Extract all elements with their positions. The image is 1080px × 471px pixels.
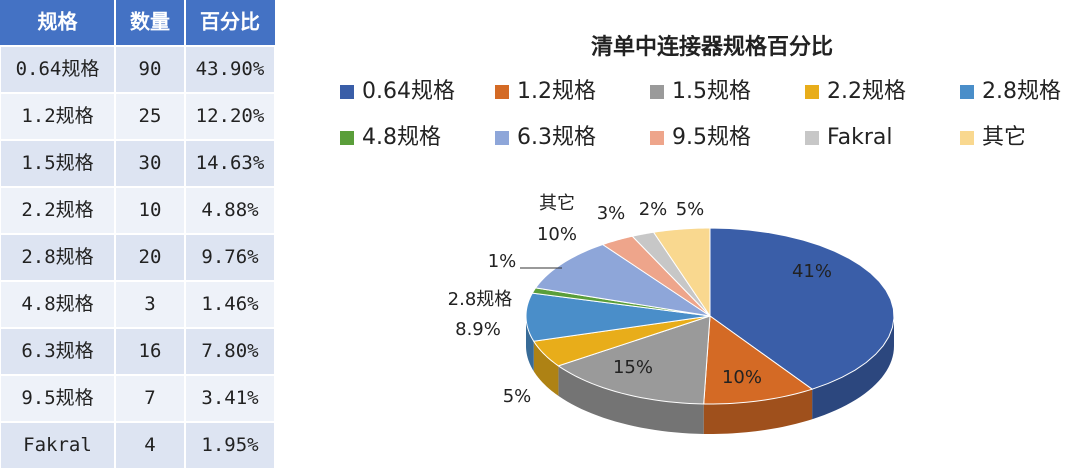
legend-swatch xyxy=(650,85,664,99)
pie-side xyxy=(703,389,813,434)
table-cell: 12.20% xyxy=(196,105,265,127)
table-cell: 2.2规格 xyxy=(21,199,93,221)
table-cell: 2.8规格 xyxy=(21,246,93,268)
legend-label: 1.5规格 xyxy=(672,79,751,104)
data-label: 10% xyxy=(722,367,762,388)
legend-label: 4.8规格 xyxy=(362,125,441,150)
table-cell: 1.46% xyxy=(201,293,259,315)
legend-label: 2.2规格 xyxy=(827,79,906,104)
legend-swatch xyxy=(495,131,509,145)
table-cell: 9.76% xyxy=(201,246,259,268)
pie-side xyxy=(812,316,894,420)
data-label: 41% xyxy=(792,261,832,282)
legend-swatch xyxy=(805,85,819,99)
table-cell: Fakral xyxy=(23,434,92,456)
table-row-bg xyxy=(0,186,276,235)
table-row-bg xyxy=(0,45,276,94)
pie-side xyxy=(533,341,559,396)
table-row-bg xyxy=(0,421,276,470)
pie-slice xyxy=(557,315,711,405)
legend-label: Fakral xyxy=(827,125,893,150)
table-cell: 1.2规格 xyxy=(21,105,93,127)
table-header: 百分比 xyxy=(200,10,260,34)
table-cell: 4 xyxy=(144,434,155,456)
table-cell: 14.63% xyxy=(196,152,265,174)
legend-swatch xyxy=(650,131,664,145)
table-row-bg xyxy=(0,280,276,329)
table-row-bg xyxy=(0,92,276,141)
pie-slice xyxy=(601,235,711,317)
table-cell: 0.64规格 xyxy=(16,58,100,80)
pie-slice xyxy=(652,227,711,318)
table-header: 数量 xyxy=(130,10,170,34)
table-cell: 16 xyxy=(139,340,162,362)
legend-label: 1.2规格 xyxy=(517,79,596,104)
legend-label: 其它 xyxy=(982,125,1026,150)
data-label-name: 2.8规格 xyxy=(448,289,513,310)
data-label: 3% xyxy=(597,203,626,224)
legend-label: 2.8规格 xyxy=(982,79,1061,104)
table-cell: 90 xyxy=(139,58,162,80)
table-cell: 3.41% xyxy=(201,387,259,409)
legend-swatch xyxy=(340,131,354,145)
data-label: 5% xyxy=(503,386,532,407)
table-cell: 7 xyxy=(144,387,155,409)
table-cell: 4.8规格 xyxy=(21,293,93,315)
table-cell: 1.5规格 xyxy=(21,152,93,174)
table-cell: 10 xyxy=(139,199,162,221)
data-label: 10% xyxy=(537,224,577,245)
data-label: 8.9% xyxy=(455,319,501,340)
table-row-bg xyxy=(0,139,276,188)
pie-slice xyxy=(525,292,711,342)
data-label: 2% xyxy=(639,199,668,220)
table-cell: 20 xyxy=(139,246,162,268)
data-label: 15% xyxy=(613,357,653,378)
legend-swatch xyxy=(960,85,974,99)
table-cell: 6.3规格 xyxy=(21,340,93,362)
pie-side xyxy=(558,365,704,434)
table-cell: 7.80% xyxy=(201,340,259,362)
legend-swatch xyxy=(340,85,354,99)
table-header: 规格 xyxy=(38,10,79,34)
chart-title: 清单中连接器规格百分比 xyxy=(591,34,833,60)
table-cell: 3 xyxy=(144,293,155,315)
table-cell: 43.90% xyxy=(196,58,265,80)
legend-label: 9.5规格 xyxy=(672,125,751,150)
table-header-bg xyxy=(0,0,275,46)
data-label: 5% xyxy=(676,199,705,220)
pie-slice xyxy=(534,243,711,317)
table-cell: 25 xyxy=(139,105,162,127)
pie-slice xyxy=(631,231,711,317)
legend-swatch xyxy=(805,131,819,145)
pie-slice xyxy=(703,315,814,405)
data-label: 1% xyxy=(488,251,517,272)
table-cell: 1.95% xyxy=(201,434,259,456)
table-cell: 9.5规格 xyxy=(21,387,93,409)
legend-swatch xyxy=(495,85,509,99)
table-row-bg xyxy=(0,327,276,376)
pie-slice xyxy=(532,315,711,367)
table-cell: 30 xyxy=(139,152,162,174)
table-cell: 4.88% xyxy=(201,199,259,221)
legend-label: 6.3规格 xyxy=(517,125,596,150)
data-label-name: 其它 xyxy=(539,193,575,214)
legend-swatch xyxy=(960,131,974,145)
legend-label: 0.64规格 xyxy=(362,79,455,104)
